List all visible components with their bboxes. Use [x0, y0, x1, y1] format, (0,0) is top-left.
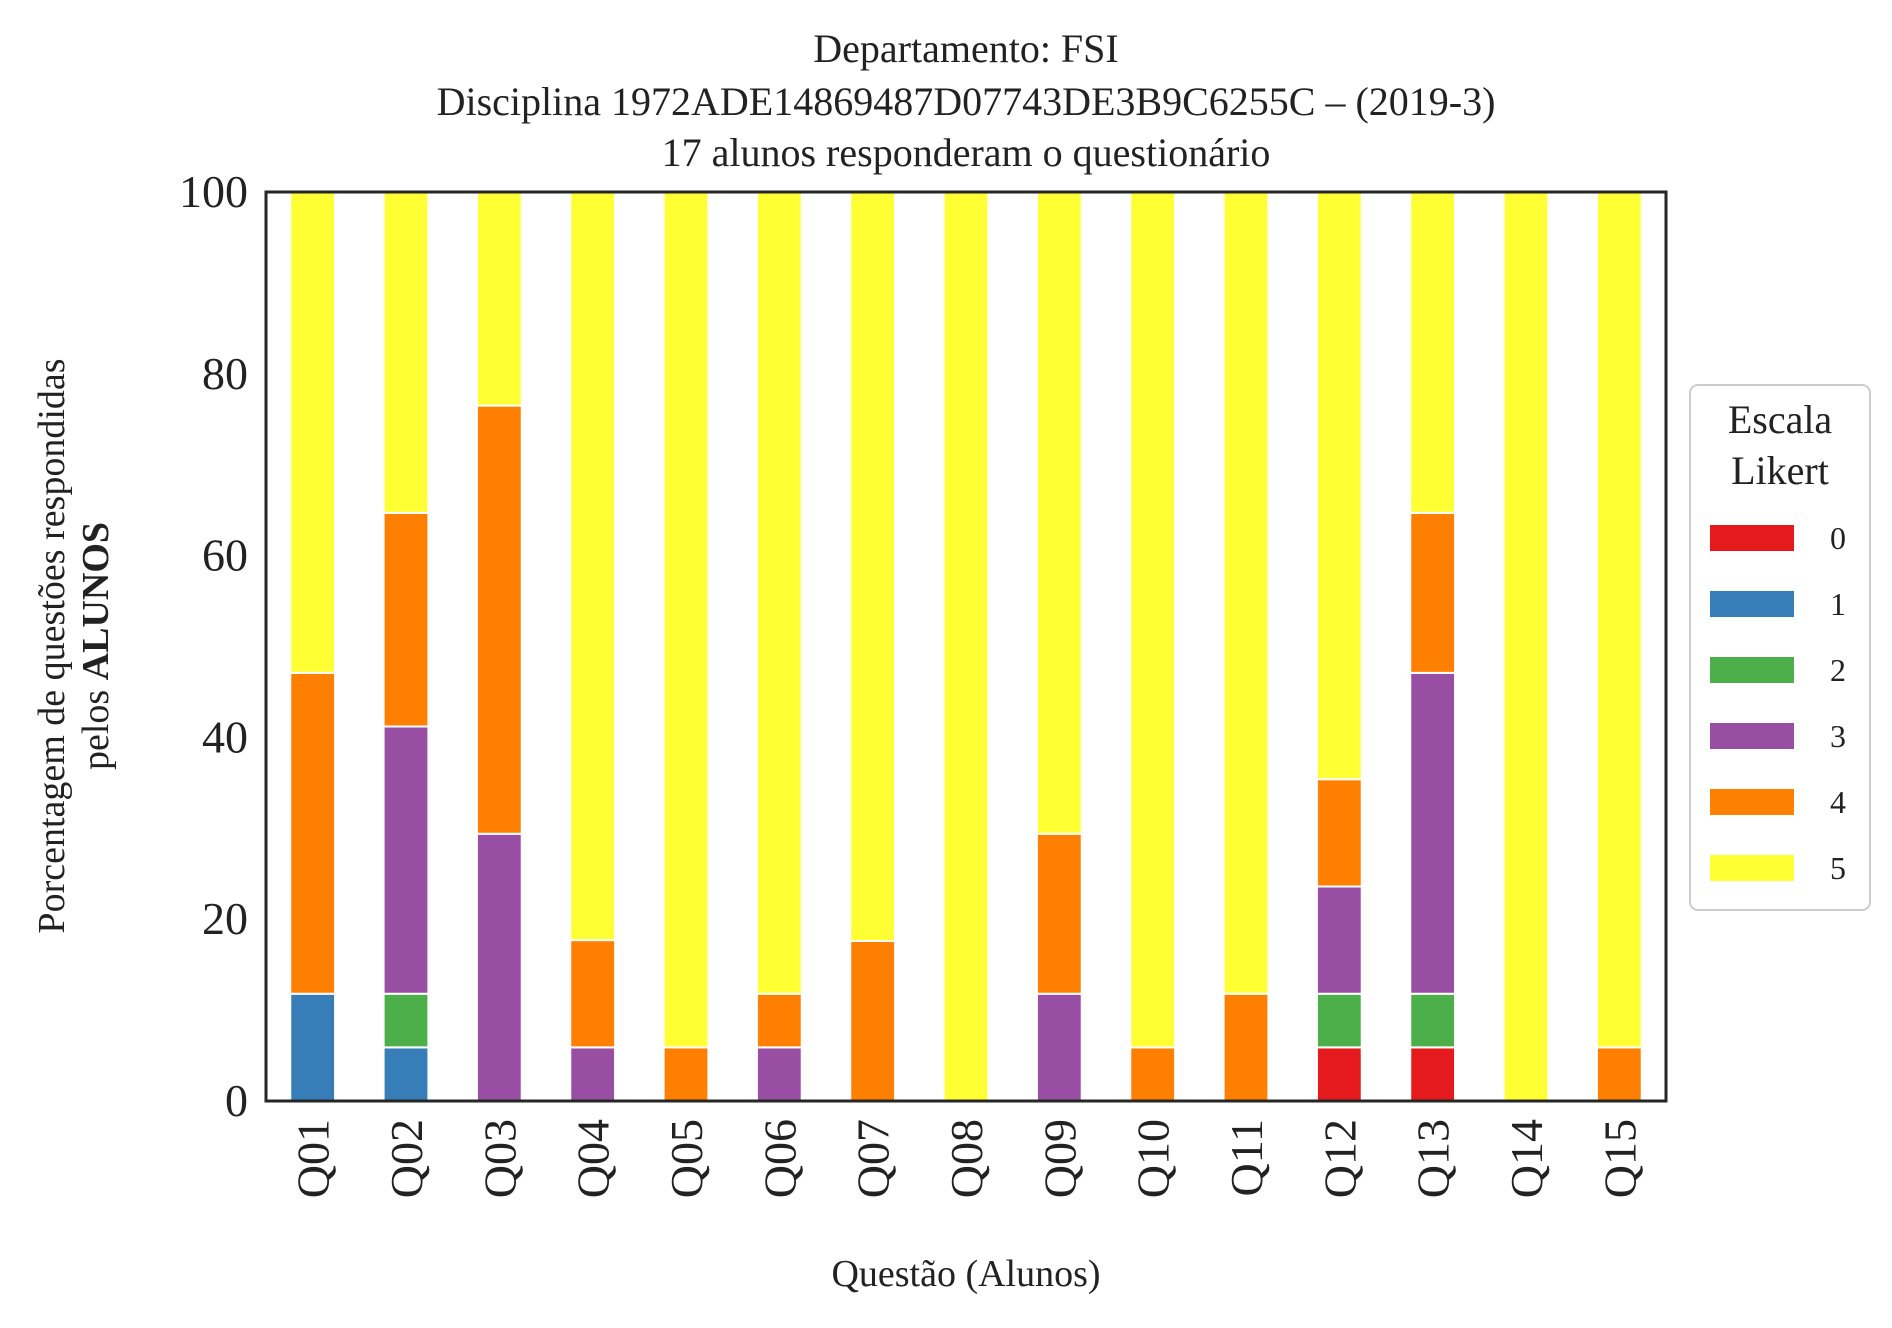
bar-Q01-likert-5	[289, 191, 337, 674]
bar-Q03-likert-5	[475, 191, 523, 407]
y-axis-label-line-2: pelos ALUNOS	[75, 522, 117, 770]
bar-Q03-likert-3	[475, 832, 523, 1103]
chart-title-line-3: 17 alunos responderam o questionário	[662, 130, 1271, 175]
bar-Q02-likert-1	[382, 1046, 430, 1103]
y-axis-ticks: 0 20 40 60 80 100	[179, 166, 248, 1126]
bar-Q09-likert-4	[1035, 832, 1083, 995]
y-axis-label: Porcentagem de questões respondidas pelo…	[31, 358, 117, 933]
legend-label-1: 1	[1830, 586, 1846, 622]
bar-Q10-likert-5	[1129, 191, 1177, 1049]
legend: Escala Likert 0 1 2 3 4 5	[1689, 384, 1871, 911]
x-tick-label: Q15	[1594, 1119, 1645, 1198]
bar-Q12-likert-3	[1315, 885, 1363, 995]
legend-swatch-0	[1710, 525, 1794, 551]
legend-label-4: 4	[1830, 784, 1846, 820]
bar-Q06-likert-5	[755, 191, 803, 995]
bar-Q01-likert-4	[289, 671, 337, 995]
legend-label-3: 3	[1830, 718, 1846, 754]
x-tick-label: Q04	[568, 1119, 619, 1198]
bar-Q15-likert-4	[1595, 1046, 1643, 1103]
x-tick-label: Q08	[941, 1119, 992, 1198]
legend-label-0: 0	[1830, 520, 1846, 556]
bar-Q13-likert-5	[1409, 191, 1457, 514]
x-tick-label: Q14	[1501, 1119, 1552, 1198]
y-tick-label: 60	[202, 530, 248, 581]
y-axis-label-bold: ALUNOS	[75, 522, 117, 680]
bar-Q12-likert-2	[1315, 992, 1363, 1049]
bar-Q09-likert-3	[1035, 992, 1083, 1102]
bar-Q13-likert-3	[1409, 671, 1457, 995]
bar-Q07-likert-5	[849, 191, 897, 943]
chart-title-line-2: Disciplina 1972ADE14869487D07743DE3B9C62…	[437, 79, 1496, 124]
bar-Q01-likert-1	[289, 992, 337, 1102]
x-axis-label: Questão (Alunos)	[831, 1253, 1100, 1295]
bar-Q10-likert-4	[1129, 1046, 1177, 1103]
bar-Q04-likert-4	[569, 939, 617, 1049]
y-axis-label-prefix: pelos	[75, 680, 117, 770]
bar-Q11-likert-5	[1222, 191, 1270, 995]
bar-Q07-likert-4	[849, 940, 897, 1102]
legend-swatch-2	[1710, 657, 1794, 683]
legend-frame	[1689, 384, 1871, 911]
bar-Q09-likert-5	[1035, 191, 1083, 835]
bars-group	[289, 190, 1643, 1103]
y-axis-label-line-1: Porcentagem de questões respondidas	[31, 358, 73, 933]
bar-Q02-likert-3	[382, 725, 430, 995]
bar-Q02-likert-5	[382, 191, 430, 514]
legend-swatch-5	[1710, 855, 1794, 881]
x-tick-label: Q11	[1221, 1119, 1272, 1197]
bar-Q13-likert-0	[1409, 1046, 1457, 1103]
x-tick-label: Q09	[1034, 1119, 1085, 1198]
x-tick-label: Q01	[288, 1119, 339, 1198]
bar-Q02-likert-2	[382, 992, 430, 1049]
bar-Q12-likert-0	[1315, 1046, 1363, 1103]
bar-Q11-likert-4	[1222, 992, 1270, 1102]
bar-Q04-likert-5	[569, 191, 617, 942]
legend-label-5: 5	[1830, 850, 1846, 886]
bar-Q08-likert-5	[942, 191, 990, 1102]
x-tick-label: Q03	[474, 1119, 525, 1198]
y-tick-label: 40	[202, 711, 248, 762]
plot-frame	[264, 190, 1668, 1103]
bar-Q04-likert-3	[569, 1046, 617, 1103]
bar-Q05-likert-5	[662, 191, 710, 1049]
x-tick-label: Q12	[1314, 1119, 1365, 1198]
bar-Q14-likert-5	[1502, 191, 1550, 1102]
bar-Q03-likert-4	[475, 404, 523, 835]
x-tick-label: Q13	[1408, 1119, 1459, 1198]
x-axis-ticks: Q01 Q02 Q03 Q04 Q05 Q06 Q07 Q08 Q09 Q10 Q11 Q12 Q13 Q…	[288, 1119, 1646, 1198]
x-tick-label: Q05	[661, 1119, 712, 1198]
x-tick-label: Q06	[754, 1119, 805, 1198]
x-tick-label: Q10	[1128, 1119, 1179, 1198]
bar-Q13-likert-2	[1409, 992, 1457, 1049]
bar-Q13-likert-4	[1409, 511, 1457, 674]
chart-title-line-1: Departamento: FSI	[813, 26, 1119, 71]
x-tick-label: Q07	[848, 1119, 899, 1198]
bar-Q15-likert-5	[1595, 191, 1643, 1049]
legend-swatch-1	[1710, 591, 1794, 617]
y-tick-label: 0	[225, 1075, 248, 1126]
bar-Q06-likert-4	[755, 992, 803, 1049]
bar-Q06-likert-3	[755, 1046, 803, 1103]
legend-label-2: 2	[1830, 652, 1846, 688]
y-tick-label: 80	[202, 348, 248, 399]
x-tick-label: Q02	[381, 1119, 432, 1198]
legend-items: 0 1 2 3 4 5	[1710, 520, 1846, 886]
y-tick-label: 100	[179, 166, 248, 217]
legend-swatch-4	[1710, 789, 1794, 815]
bar-Q12-likert-4	[1315, 778, 1363, 888]
legend-title-line-2: Likert	[1731, 448, 1829, 493]
legend-title-line-1: Escala	[1728, 397, 1833, 442]
y-tick-label: 20	[202, 893, 248, 944]
legend-swatch-3	[1710, 723, 1794, 749]
bar-Q12-likert-5	[1315, 190, 1363, 781]
bar-Q02-likert-4	[382, 511, 430, 728]
bar-Q05-likert-4	[662, 1046, 710, 1103]
